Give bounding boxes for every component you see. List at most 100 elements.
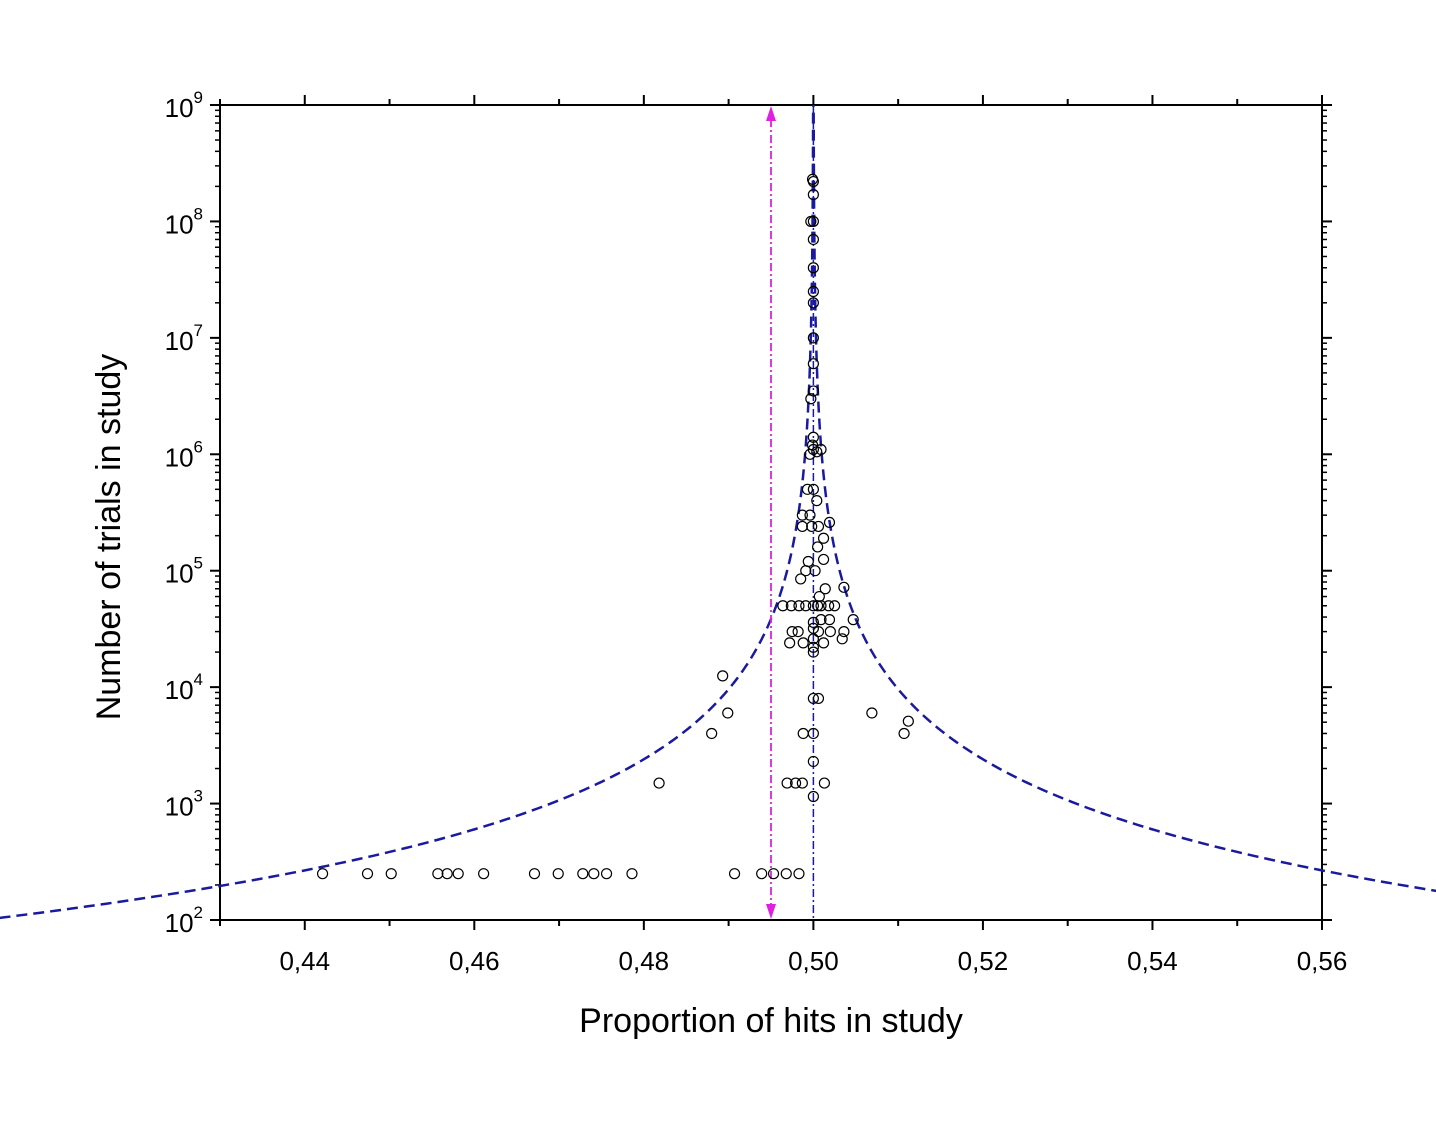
- data-point: [600, 868, 613, 880]
- data-point: [807, 262, 819, 274]
- data-point: [824, 625, 836, 638]
- data-point: [807, 189, 819, 201]
- data-point: [588, 868, 600, 880]
- data-point: [784, 637, 796, 649]
- data-point: [823, 516, 836, 529]
- data-point: [819, 583, 831, 595]
- data-point: [722, 707, 734, 719]
- data-point: [828, 600, 841, 612]
- data-point: [796, 520, 808, 533]
- data-point: [812, 541, 824, 553]
- x-axis-title: Proportion of hits in study: [579, 1002, 963, 1040]
- data-point: [756, 868, 768, 880]
- y-tick-label: 102: [165, 903, 203, 938]
- data-point: [800, 600, 812, 612]
- data-point: [361, 868, 374, 880]
- x-tick-label: 0,50: [788, 946, 839, 976]
- data-point: [793, 600, 805, 612]
- data-point: [805, 215, 817, 228]
- data-point: [823, 600, 835, 612]
- x-axis: 0,44 0,46 0,48 0,50 0,52 0,54 0,56: [219, 95, 1348, 976]
- data-point: [807, 358, 819, 370]
- data-point: [807, 692, 819, 705]
- data-point: [812, 520, 825, 533]
- y-tick-label: 103: [165, 787, 203, 822]
- data-point: [706, 727, 718, 740]
- data-point: [780, 868, 792, 880]
- y-tick-label: 105: [165, 554, 203, 589]
- data-point: [807, 790, 819, 803]
- data-point: [796, 777, 808, 789]
- data-point: [836, 633, 848, 645]
- data-point: [807, 385, 819, 397]
- data-point: [807, 641, 819, 653]
- data-point: [807, 443, 819, 456]
- data-point: [804, 509, 816, 521]
- data-point: [898, 727, 910, 740]
- data-point: [777, 600, 789, 612]
- data-point: [811, 495, 823, 507]
- data-point: [838, 581, 850, 593]
- data-point: [552, 868, 564, 880]
- combined-estimate-arrow-head-bottom: [766, 904, 776, 919]
- data-point: [801, 483, 814, 495]
- data-point: [785, 600, 797, 612]
- data-point: [807, 285, 819, 298]
- data-point: [807, 332, 819, 344]
- data-point: [316, 868, 329, 880]
- y-axis-title: Number of trials in study: [90, 354, 128, 721]
- data-point: [793, 868, 805, 880]
- x-tick-label: 0,48: [619, 946, 670, 976]
- data-point: [807, 616, 819, 628]
- y-tick-label: 109: [165, 88, 203, 123]
- data-point: [807, 727, 819, 740]
- data-point: [807, 233, 819, 246]
- data-point: [807, 600, 819, 612]
- data-point: [806, 173, 819, 185]
- data-point: [797, 727, 809, 740]
- data-point: [813, 590, 825, 603]
- x-tick-label: 0,56: [1297, 946, 1348, 976]
- data-point: [577, 868, 589, 880]
- data-point: [807, 646, 819, 658]
- data-point: [807, 755, 819, 768]
- data-point: [767, 868, 780, 880]
- data-point: [807, 431, 819, 443]
- data-point: [800, 565, 812, 577]
- x-tick-label: 0,44: [279, 946, 330, 976]
- y-tick-label: 106: [165, 437, 203, 472]
- data-point: [807, 297, 819, 309]
- data-point: [385, 868, 397, 880]
- data-point: [815, 443, 827, 456]
- data-point: [809, 565, 821, 577]
- data-point: [807, 483, 819, 495]
- data-point: [866, 707, 878, 719]
- data-point: [806, 439, 819, 451]
- data-point: [902, 715, 914, 727]
- y-tick-label: 107: [165, 321, 203, 356]
- data-point: [781, 777, 793, 789]
- data-point: [812, 692, 825, 705]
- data-point: [847, 614, 859, 626]
- x-tick-label: 0,54: [1127, 946, 1178, 976]
- y-axis: 102 103 104 105 106 107 108 109: [165, 88, 1332, 938]
- data-point: [805, 393, 817, 405]
- data-point: [812, 625, 825, 638]
- data-point: [806, 520, 818, 533]
- combined-estimate-arrow-head-top: [766, 106, 776, 121]
- data-point: [528, 868, 541, 880]
- x-tick-label: 0,52: [958, 946, 1009, 976]
- y-tick-label: 108: [165, 204, 203, 239]
- data-point: [797, 637, 809, 649]
- funnel-upper-limit: [812, 105, 1436, 893]
- data-point: [817, 637, 830, 649]
- data-point: [815, 614, 827, 626]
- data-point: [717, 670, 729, 682]
- data-point: [838, 625, 850, 638]
- data-point: [818, 777, 831, 789]
- x-tick-label: 0,46: [449, 946, 500, 976]
- data-point: [786, 625, 798, 638]
- data-point: [478, 868, 490, 880]
- data-point: [626, 868, 638, 880]
